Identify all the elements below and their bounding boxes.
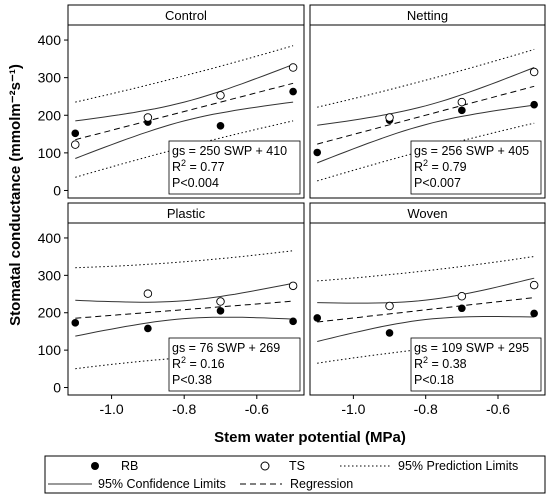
confidence-lower-line [317, 104, 535, 164]
regression-line [75, 82, 294, 141]
p-value-text: P<0.38 [172, 373, 212, 387]
stats-box [168, 140, 301, 195]
p-value-text: P<0.004 [172, 176, 219, 190]
ts-point [529, 280, 539, 290]
stats-box [168, 337, 301, 392]
rb-point [458, 106, 466, 115]
confidence-lower-line [75, 316, 294, 337]
stats-box [410, 337, 542, 392]
legend-confidence-label: 95% Confidence Limits [98, 477, 226, 491]
equation-text: gs = 109 SWP + 295 [414, 341, 529, 355]
legend-ts-marker [260, 461, 270, 471]
ts-point [143, 113, 153, 122]
x-axis-title: Stem water potential (MPa) [214, 429, 406, 446]
x-tick-label: -0.6 [245, 401, 269, 417]
y-tick-label: 300 [38, 70, 62, 86]
equation-text: gs = 256 SWP + 405 [414, 144, 529, 158]
ts-point [71, 140, 80, 149]
rb-point [385, 329, 394, 337]
rb-point [71, 319, 80, 327]
legend-prediction-label: 95% Prediction Limits [398, 459, 518, 473]
prediction-upper-line [317, 256, 535, 282]
panel-title: Plastic [167, 206, 206, 221]
ts-point [143, 289, 153, 298]
confidence-lower-line [75, 101, 294, 159]
stats-box [410, 140, 542, 195]
rb-point [313, 314, 322, 322]
prediction-upper-line [75, 250, 294, 269]
legend-ts-label: TS [289, 459, 305, 473]
ts-point [288, 63, 298, 72]
confidence-upper-line [317, 67, 535, 126]
legend-box [44, 455, 546, 494]
panel-title: Control [165, 8, 207, 23]
legend-rb-label: RB [121, 459, 138, 473]
ts-point [385, 113, 394, 122]
x-tick-label: -1.0 [341, 401, 365, 417]
regression-line [75, 300, 294, 319]
y-tick-label: 300 [38, 267, 62, 283]
rb-point [313, 148, 322, 157]
confidence-upper-line [75, 282, 294, 303]
y-tick-label: 0 [53, 380, 61, 396]
y-tick-label: 100 [38, 145, 62, 161]
ts-point [529, 67, 539, 77]
y-tick-label: 100 [38, 342, 62, 358]
ts-point [216, 297, 225, 306]
confidence-lower-line [317, 316, 535, 342]
prediction-upper-line [317, 48, 535, 108]
y-axis-title: Stomatal conductance (mmolm⁻²s⁻¹) [7, 64, 24, 326]
panel-title: Woven [407, 206, 447, 221]
rb-point [144, 324, 152, 333]
legend-rb-marker [91, 462, 99, 470]
ts-point [385, 301, 394, 311]
ts-point [457, 292, 467, 301]
y-tick-label: 0 [53, 182, 61, 198]
y-tick-label: 400 [38, 32, 62, 48]
confidence-upper-line [75, 64, 294, 122]
rb-point [289, 317, 297, 326]
x-tick-label: -0.8 [414, 401, 438, 417]
rb-point [216, 121, 225, 130]
ts-point [288, 281, 298, 291]
axes-layer: 0 100 200 300 400 0 100 200 300 400 -1.0 -0.8 -0.6 -1… [38, 32, 511, 417]
p-value-text: P<0.007 [414, 176, 461, 190]
r-squared-text: R2 = 0.77 [172, 158, 225, 174]
equation-text: gs = 250 SWP + 410 [172, 144, 287, 158]
regression-line [317, 297, 535, 323]
legend-regression-label: Regression [290, 477, 353, 491]
regression-line [317, 85, 535, 145]
r-squared-text: R2 = 0.79 [414, 158, 467, 174]
x-tick-label: -0.6 [486, 401, 510, 417]
x-tick-label: -0.8 [172, 401, 196, 417]
y-tick-label: 200 [38, 107, 62, 123]
r-squared-text: R2 = 0.38 [414, 355, 467, 371]
ts-point [457, 97, 467, 107]
rb-point [530, 309, 538, 318]
rb-point [216, 307, 225, 315]
equation-text: gs = 76 SWP + 269 [172, 341, 280, 355]
x-tick-label: -1.0 [100, 401, 124, 417]
rb-point [458, 304, 466, 313]
confidence-upper-line [317, 277, 535, 304]
panel-title: Netting [407, 8, 448, 23]
p-value-text: P<0.18 [414, 373, 454, 387]
y-tick-label: 400 [38, 230, 62, 246]
rb-point [71, 129, 80, 138]
ts-point [216, 91, 225, 100]
prediction-upper-line [75, 45, 294, 103]
legend: RB TS 95% Prediction Limits 95% Confiden… [44, 455, 546, 494]
rb-point [289, 87, 297, 96]
y-tick-label: 200 [38, 305, 62, 321]
r-squared-text: R2 = 0.16 [172, 355, 225, 371]
rb-point [530, 100, 538, 109]
